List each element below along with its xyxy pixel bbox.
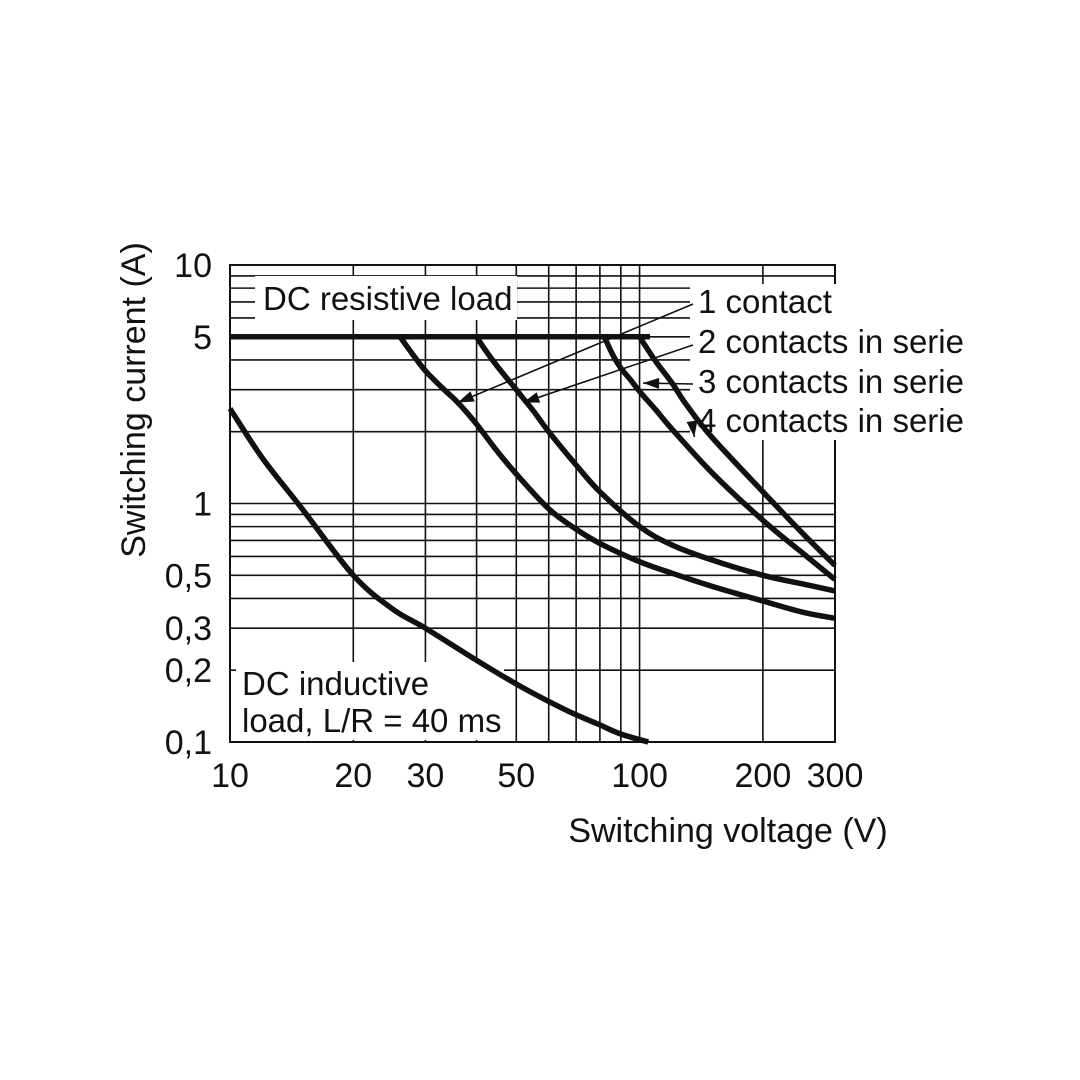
x-tick-label: 50 — [497, 757, 535, 795]
tick-labels: 10 20 30 50 100 200 300 10 5 1 0,5 0,3 0,2 0,1 — [165, 247, 864, 795]
y-tick-label: 0,1 — [165, 724, 212, 762]
x-tick-label: 10 — [211, 757, 249, 795]
x-tick-label: 100 — [611, 757, 668, 795]
legend-box — [690, 284, 980, 440]
legend-arrowhead — [686, 420, 698, 438]
y-tick-label: 1 — [193, 486, 212, 524]
series-line-4-contacts — [637, 335, 837, 568]
legend-entry: 4 contacts in serie — [698, 402, 964, 439]
legend-arrowhead — [523, 392, 541, 403]
annotation-resistive: DC resistive load — [263, 280, 512, 317]
x-axis-title: Switching voltage (V) — [568, 812, 887, 850]
x-tick-label: 20 — [334, 757, 372, 795]
y-tick-label: 0,5 — [165, 557, 212, 595]
annotation-inductive-2: load, L/R = 40 ms — [242, 702, 502, 739]
series-line-2-contacts — [474, 335, 836, 594]
y-tick-label: 5 — [193, 319, 212, 357]
series-line-dc-inductive — [227, 407, 650, 745]
legend-entry: 1 contact — [698, 283, 832, 320]
legend-entry: 3 contacts in serie — [698, 363, 964, 400]
x-tick-label: 200 — [735, 757, 792, 795]
resistive-label-box — [255, 276, 517, 320]
x-tick-label: 30 — [407, 757, 445, 795]
y-axis-title: Switching current (A) — [115, 242, 153, 558]
plot-frame — [229, 264, 836, 743]
legend-leader-line — [457, 303, 694, 404]
x-tick-label: 300 — [807, 757, 864, 795]
legend-arrowhead — [643, 377, 660, 389]
series — [227, 334, 837, 745]
legend-leader-line — [523, 344, 694, 404]
legend-arrowhead — [457, 391, 475, 403]
annotation-inductive-1: DC inductive — [242, 665, 429, 702]
grid — [229, 264, 980, 743]
y-tick-label: 0,3 — [165, 610, 212, 648]
series-line-3-contacts — [601, 335, 837, 582]
legend-entry: 2 contacts in serie — [698, 323, 964, 360]
y-tick-label: 10 — [174, 247, 212, 285]
series-line-1-contact — [397, 335, 836, 622]
y-tick-label: 0,2 — [165, 652, 212, 690]
inductive-label-box — [236, 662, 504, 740]
